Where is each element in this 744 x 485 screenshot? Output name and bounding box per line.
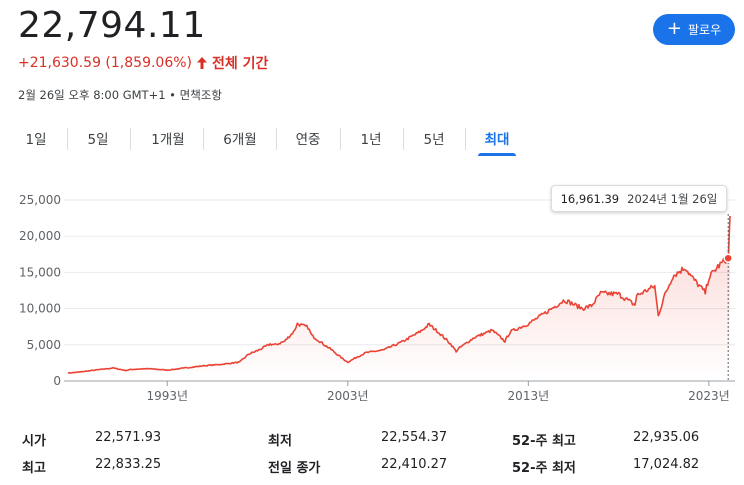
y-axis: 25,000 20,000 15,000 10,000 5,000 0 — [19, 193, 61, 388]
y-tick-label: 5,000 — [27, 338, 61, 352]
tab-divider — [340, 128, 341, 150]
tab-max[interactable]: 최대 — [474, 122, 520, 156]
y-tick-label: 25,000 — [19, 193, 61, 207]
follow-button-label: 팔로우 — [687, 23, 722, 37]
tab-5d[interactable]: 5일 — [87, 132, 109, 148]
tab-divider — [403, 128, 404, 150]
tab-divider — [203, 128, 204, 150]
tab-1d[interactable]: 1일 — [25, 132, 47, 148]
x-tick-label: 1993년 — [146, 389, 188, 403]
price-chart[interactable]: 25,000 20,000 15,000 10,000 5,000 0 1993년 2003… — [0, 180, 744, 410]
hover-tooltip: 16,961.39 2024년 1월 26일 — [551, 185, 727, 212]
tab-divider — [465, 128, 466, 150]
price-change-row: +21,630.59 (1,859.06%) 전체 기간 — [18, 53, 268, 73]
current-price: 22,794.11 — [18, 5, 206, 46]
follow-button[interactable]: + 팔로우 — [653, 14, 735, 45]
price-area-fill — [68, 216, 730, 381]
hover-point — [723, 253, 733, 263]
y-tick-label: 10,000 — [19, 302, 61, 316]
stat-52w-high-label: 52-주 최고 — [512, 434, 576, 449]
tab-1m[interactable]: 1개월 — [151, 132, 185, 148]
stat-52w-low-value: 17,024.82 — [633, 457, 700, 472]
timestamp-disclaimer[interactable]: 2월 26일 오후 8:00 GMT+1 • 면책조항 — [18, 88, 222, 102]
arrow-up-icon — [197, 57, 208, 69]
y-tick-label: 0 — [53, 374, 61, 388]
stat-high-label: 최고 — [22, 461, 46, 476]
tab-divider — [130, 128, 131, 150]
tab-6m[interactable]: 6개월 — [223, 132, 257, 148]
plus-icon: + — [666, 17, 682, 39]
stat-open-value: 22,571.93 — [95, 430, 162, 445]
y-tick-label: 20,000 — [19, 229, 61, 243]
stat-low-value: 22,554.37 — [381, 430, 448, 445]
stat-52w-low-label: 52-주 최저 — [512, 461, 576, 476]
x-tick-label: 2013년 — [508, 389, 550, 403]
tooltip-value: 16,961.39 — [560, 191, 620, 206]
x-tick-label: 2003년 — [327, 389, 369, 403]
tab-1y[interactable]: 1년 — [360, 132, 382, 148]
tab-divider — [276, 128, 277, 150]
stat-prev-close-value: 22,410.27 — [381, 457, 448, 472]
x-axis: 1993년 2003년 2013년 2023년 — [146, 381, 730, 403]
price-line — [67, 215, 731, 375]
stat-52w-high-value: 22,935.06 — [633, 430, 700, 445]
price-change: +21,630.59 (1,859.06%) — [18, 55, 193, 71]
tab-ytd[interactable]: 연중 — [295, 132, 321, 148]
x-tick-label: 2023년 — [688, 389, 730, 403]
stat-high-value: 22,833.25 — [95, 457, 162, 472]
stat-low-label: 최저 — [268, 434, 292, 449]
range-tabs: 1일 5일 1개월 6개월 연중 1년 5년 최대 — [0, 122, 744, 156]
y-tick-label: 15,000 — [19, 265, 61, 279]
period-label: 전체 기간 — [212, 56, 269, 72]
stat-open-label: 시가 — [22, 434, 46, 449]
tooltip-date: 2024년 1월 26일 — [627, 191, 718, 206]
stat-prev-close-label: 전일 종가 — [268, 461, 321, 476]
tab-divider — [67, 128, 68, 150]
tab-5y[interactable]: 5년 — [423, 132, 445, 148]
